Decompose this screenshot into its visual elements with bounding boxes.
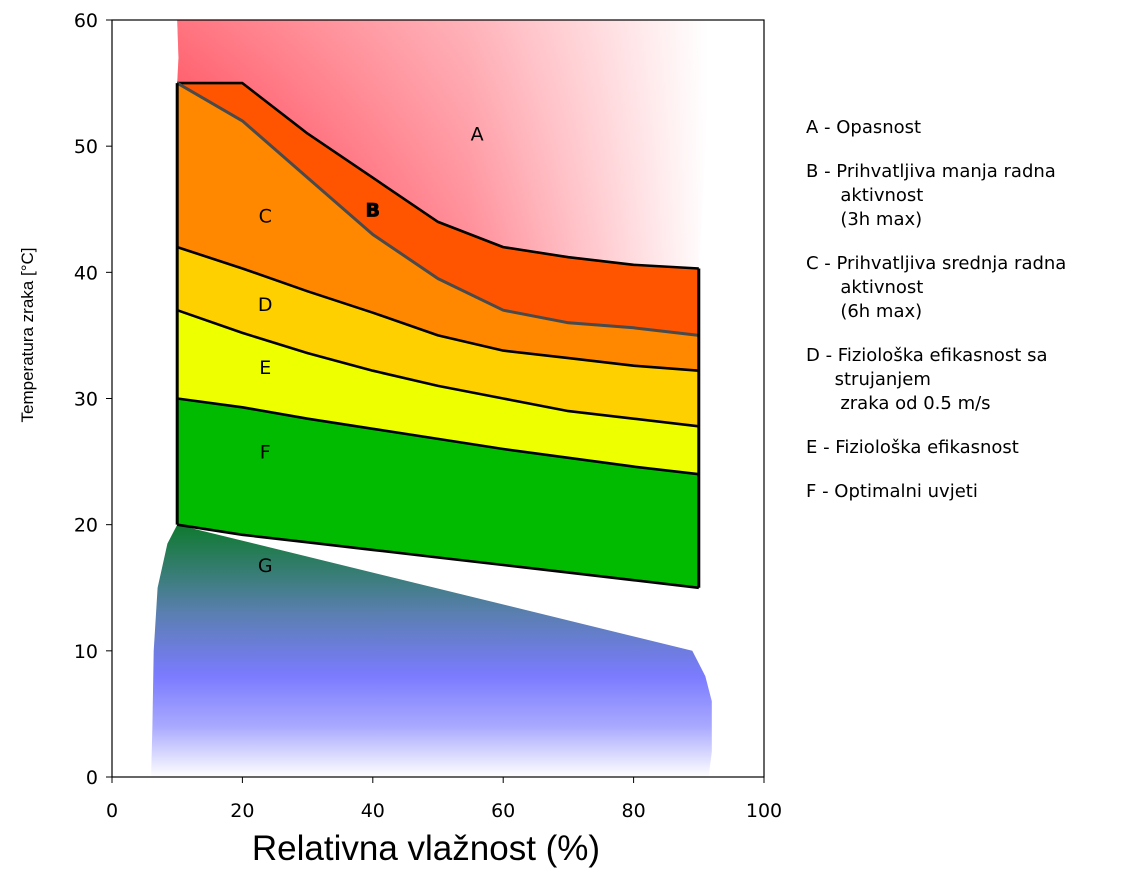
- legend-entry: C - Prihvatljiva srednja radna aktivnost…: [806, 252, 1136, 324]
- legend-entry-text: (3h max): [806, 209, 923, 230]
- axes: 0 20 40 60 80 100 0 10 20 30 40 50 60: [74, 10, 782, 822]
- x-tick-label: 100: [746, 800, 782, 822]
- boundary-line-e-f: [177, 397, 699, 476]
- zone-g-area: [151, 524, 712, 777]
- y-axis-label: Temperatura zraka [°C]: [18, 248, 37, 423]
- boundary-line-d-e: [176, 308, 699, 428]
- x-tick-label: 80: [622, 800, 646, 822]
- legend: A - Opasnost B - Prihvatljiva manja radna…: [806, 116, 1136, 524]
- boundary-line-a-b: [177, 81, 699, 270]
- y-tick-label: 20: [74, 515, 98, 537]
- zone-label-c: C: [259, 206, 272, 228]
- y-tick-label: 30: [74, 389, 98, 411]
- boundary-line-f-g: [177, 523, 699, 590]
- legend-entry: D - Fiziološka efikasnost sa strujanjem …: [806, 344, 1136, 416]
- y-tick-label: 10: [74, 641, 98, 663]
- x-tick-label: 60: [491, 800, 515, 822]
- legend-entry-text: B - Prihvatljiva manja radna: [806, 161, 1056, 182]
- zone-label-e: E: [259, 357, 271, 379]
- legend-entry-text: aktivnost: [806, 277, 924, 298]
- legend-entry: B - Prihvatljiva manja radna aktivnost (…: [806, 160, 1136, 232]
- y-tick-label: 60: [74, 10, 98, 32]
- plot-area: [151, 20, 712, 777]
- zone-label-f: F: [260, 441, 271, 463]
- legend-entry-text: aktivnost: [806, 185, 924, 206]
- zone-labels: A B C D E F G: [258, 124, 484, 577]
- zone-label-d: D: [258, 294, 273, 316]
- legend-entry-text: F - Optimalni uvjeti: [806, 481, 978, 502]
- legend-entry-text: E - Fiziološka efikasnost: [806, 437, 1019, 458]
- x-tick-label: 20: [230, 800, 254, 822]
- y-tick-label: 40: [74, 262, 98, 284]
- legend-entry: F - Optimalni uvjeti: [806, 480, 1136, 504]
- x-tick-label: 0: [106, 800, 118, 822]
- legend-entry: A - Opasnost: [806, 116, 1136, 140]
- y-tick-label: 0: [86, 767, 98, 789]
- zone-a-highlight: [177, 20, 708, 269]
- legend-entry-text: D - Fiziološka efikasnost sa: [806, 345, 1048, 366]
- legend-entry: E - Fiziološka efikasnost: [806, 436, 1136, 460]
- legend-entry-text: A - Opasnost: [806, 117, 922, 138]
- legend-entry-text: (6h max): [806, 301, 923, 322]
- legend-entry-text: strujanjem: [806, 369, 931, 390]
- zone-f-area: [177, 398, 699, 588]
- legend-entry-text: zraka od 0.5 m/s: [806, 393, 991, 414]
- legend-entry-text: C - Prihvatljiva srednja radna: [806, 253, 1067, 274]
- zone-label-a: A: [471, 124, 484, 146]
- zone-label-b: B: [366, 199, 380, 221]
- boundary-line-b-c: [176, 81, 699, 337]
- x-axis-label: Relativna vlažnost (%): [252, 829, 600, 868]
- zone-b-area: [177, 83, 699, 336]
- zone-e-area: [177, 310, 699, 475]
- zone-label-g: G: [258, 555, 273, 577]
- boundary-line-c-d: [176, 245, 699, 372]
- x-tick-label: 40: [361, 800, 385, 822]
- y-tick-label: 50: [74, 136, 98, 158]
- zone-c-area: [177, 83, 699, 371]
